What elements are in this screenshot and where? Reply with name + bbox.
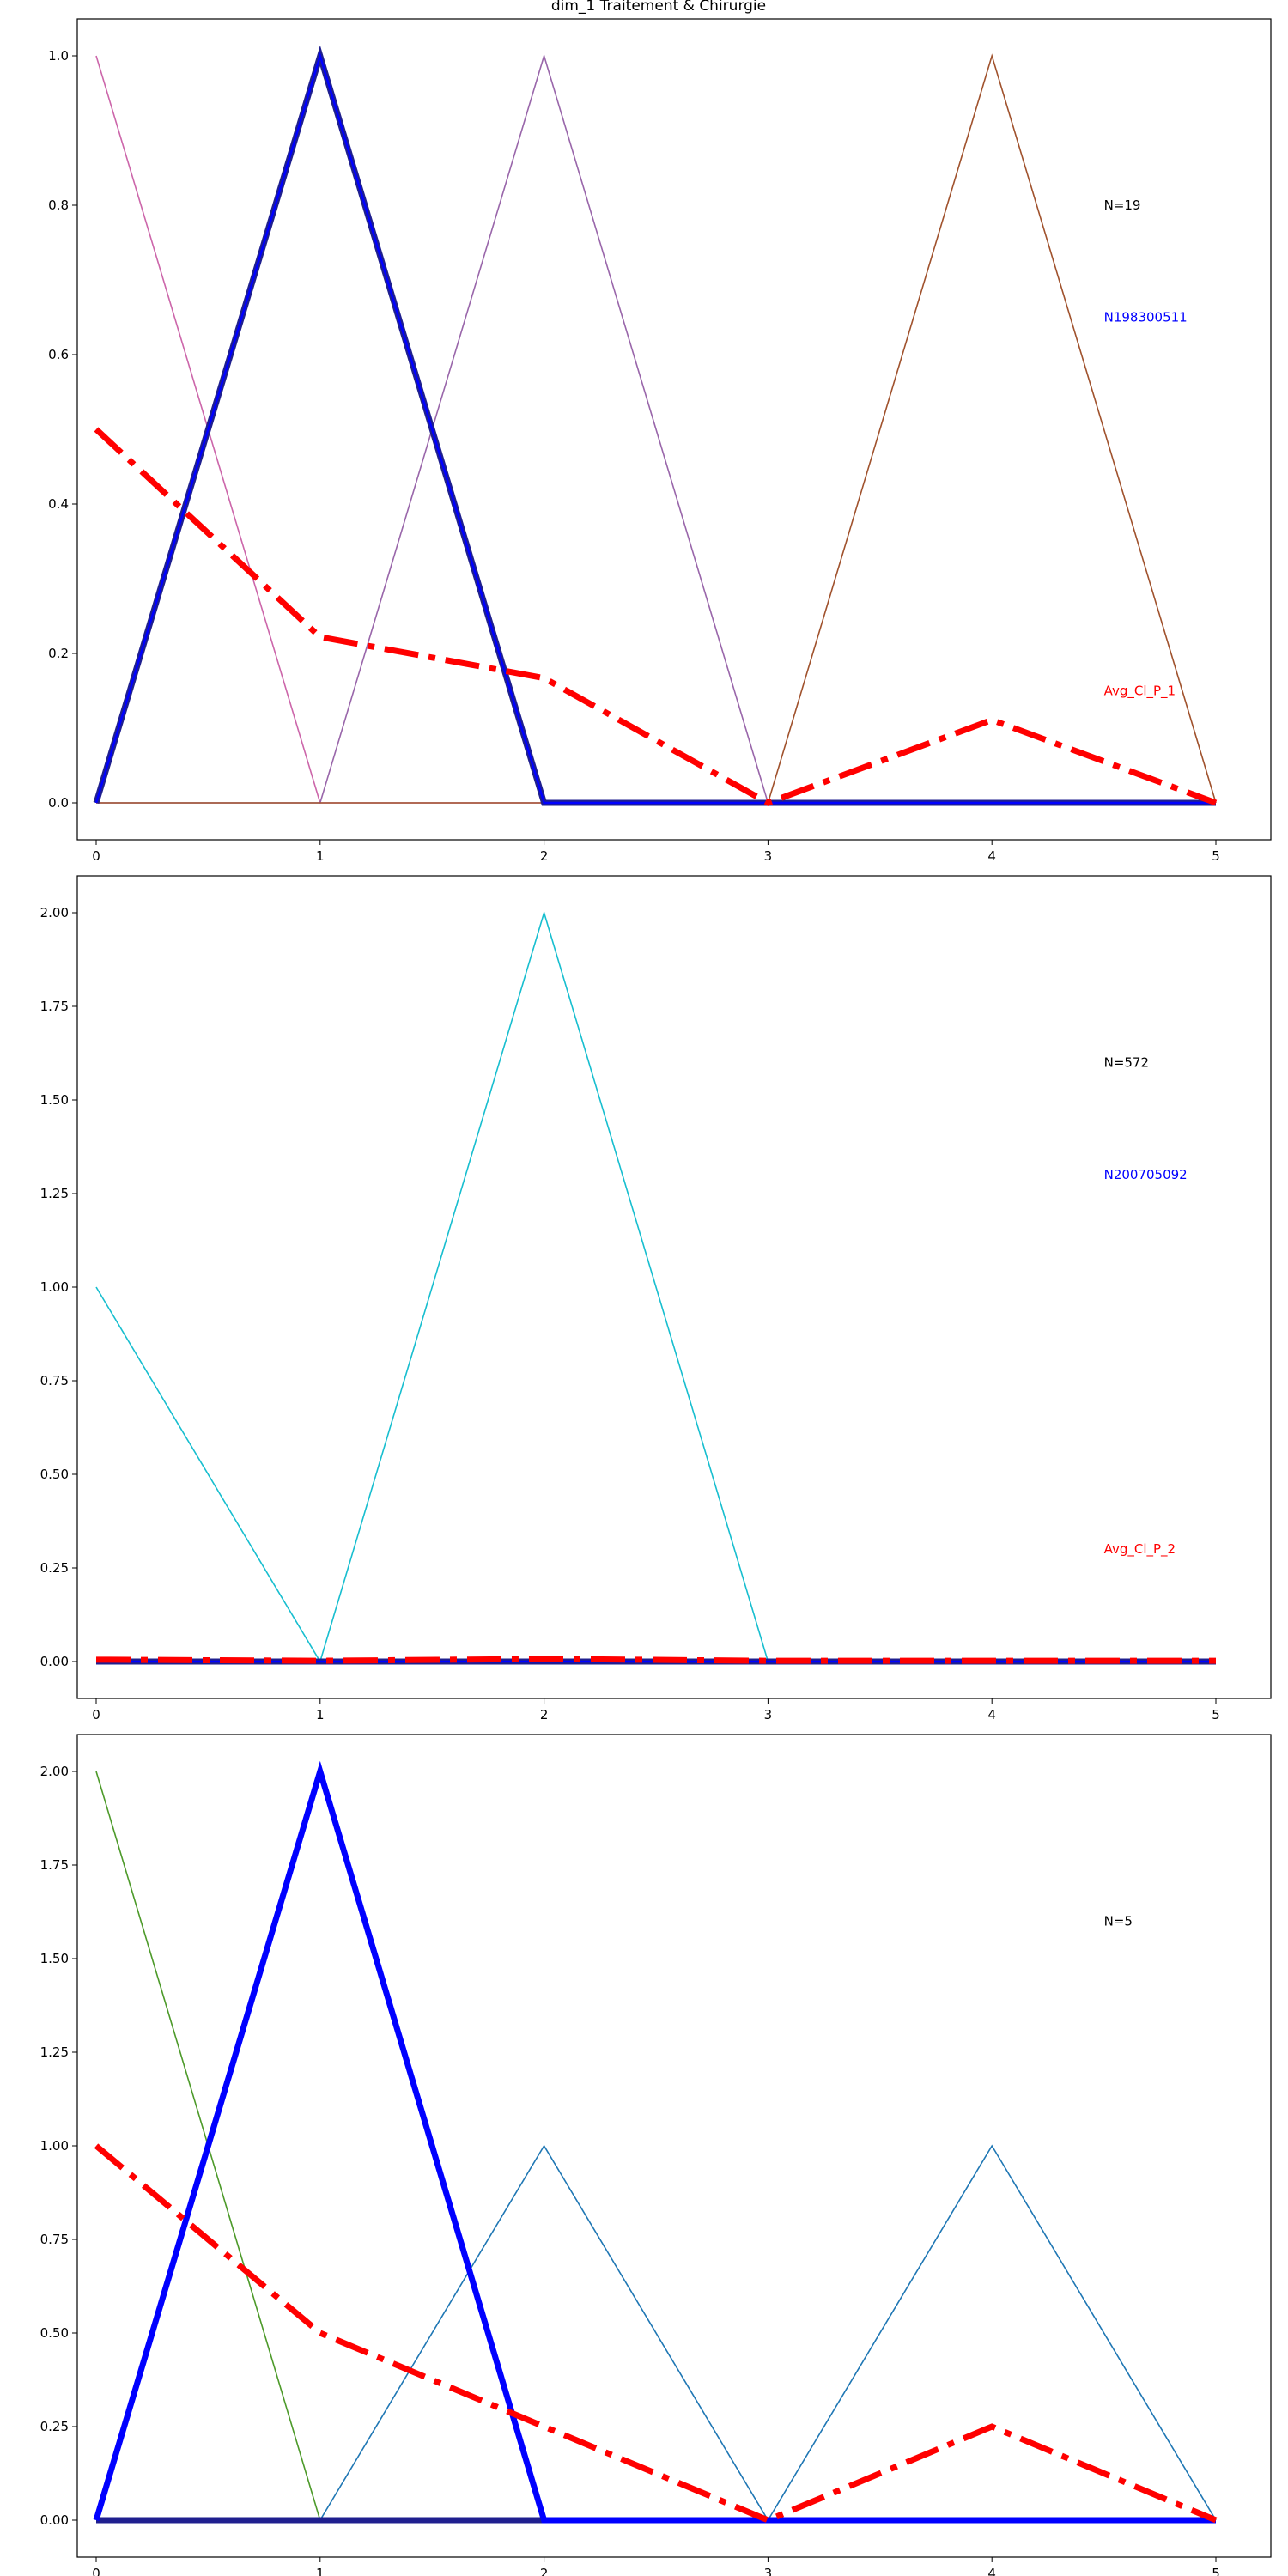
x-tick-label: 4 xyxy=(987,848,996,864)
series-line-4 xyxy=(93,1760,1216,2524)
y-tick-label: 1.00 xyxy=(40,2138,69,2154)
annotation-label: N=5 xyxy=(1104,1913,1133,1929)
x-tick-label: 0 xyxy=(92,1707,100,1722)
x-tick-label: 1 xyxy=(316,1707,325,1722)
y-tick-label: 0.25 xyxy=(40,1560,69,1576)
average-line xyxy=(95,1656,1216,1664)
series-line-5 xyxy=(94,52,1216,805)
series-line-1 xyxy=(95,1771,1216,2521)
annotation-label: N198300511 xyxy=(1104,310,1188,325)
y-tick-label: 0.00 xyxy=(40,2512,69,2528)
y-tick-label: 1.50 xyxy=(40,1951,69,1966)
y-tick-label: 0.0 xyxy=(48,795,69,811)
y-tick-label: 0.75 xyxy=(40,1373,69,1388)
y-tick-label: 0.25 xyxy=(40,2419,69,2434)
x-tick-label: 2 xyxy=(540,848,549,864)
chart-panel-3: 0.00 0.25 0.50 0.75 1.00 1.25 1.50 1.75 2.00 0 1 2 3… xyxy=(40,1734,1272,2576)
y-tick-label: 0.4 xyxy=(48,496,69,512)
axes-frame xyxy=(76,1734,1272,2558)
y-tick-label: 1.0 xyxy=(48,48,69,64)
y-tick-label: 2.00 xyxy=(40,1764,69,1779)
y-tick-label: 1.75 xyxy=(40,1857,69,1873)
y-tick-label: 2.00 xyxy=(40,905,69,920)
y-tick-label: 0.2 xyxy=(48,646,69,661)
y-tick-label: 1.25 xyxy=(40,2044,69,2060)
y-tick-label: 0.8 xyxy=(48,197,69,213)
x-tick-label: 2 xyxy=(540,2566,549,2576)
y-tick-label: 1.00 xyxy=(40,1279,69,1295)
x-tick-label: 5 xyxy=(1212,2566,1220,2576)
annotation-label: N200705092 xyxy=(1104,1167,1188,1182)
x-tick-label: 5 xyxy=(1212,848,1220,864)
series-line-2 xyxy=(96,53,1216,804)
x-tick-label: 4 xyxy=(987,2566,996,2576)
y-tick-label: 1.25 xyxy=(40,1186,69,1201)
x-tick-label: 0 xyxy=(92,848,100,864)
axes-frame xyxy=(76,875,1272,1699)
figure-title: dim_1 Traitement & Chirurgie xyxy=(551,0,766,15)
average-line xyxy=(94,2143,1218,2524)
x-tick-label: 2 xyxy=(540,1707,549,1722)
y-tick-label: 0.50 xyxy=(40,2325,69,2341)
x-tick-label: 3 xyxy=(764,848,773,864)
annotation-label: N=19 xyxy=(1104,197,1141,213)
x-tick-label: 4 xyxy=(987,1707,996,1722)
x-tick-label: 3 xyxy=(764,1707,773,1722)
annotation-label: Avg_Cl_P_2 xyxy=(1104,1541,1176,1558)
x-tick-label: 1 xyxy=(316,848,325,864)
axes-frame xyxy=(76,18,1272,841)
annotation-label: Avg_Cl_P_1 xyxy=(1104,683,1176,700)
series-line-1 xyxy=(95,910,1216,1663)
y-tick-label: 1.75 xyxy=(40,999,69,1014)
y-tick-label: 0.50 xyxy=(40,1467,69,1482)
y-tick-label: 0.6 xyxy=(48,347,69,362)
average-line xyxy=(94,427,1218,806)
chart-panel-2: 0.00 0.25 0.50 0.75 1.00 1.25 1.50 1.75 2.00 0 1 2 3… xyxy=(40,875,1272,1722)
x-tick-label: 0 xyxy=(92,2566,100,2576)
x-tick-label: 1 xyxy=(316,2566,325,2576)
y-tick-label: 1.50 xyxy=(40,1092,69,1108)
annotation-label: N=572 xyxy=(1104,1054,1149,1070)
y-tick-label: 0.75 xyxy=(40,2232,69,2247)
x-tick-label: 5 xyxy=(1212,1707,1220,1722)
y-tick-label: 0.00 xyxy=(40,1654,69,1669)
chart-panel-1: 0.0 0.2 0.4 0.6 0.8 1.0 0 1 2 3 4 5 N=19 N198300511 Av… xyxy=(48,18,1272,864)
x-tick-label: 3 xyxy=(764,2566,773,2576)
